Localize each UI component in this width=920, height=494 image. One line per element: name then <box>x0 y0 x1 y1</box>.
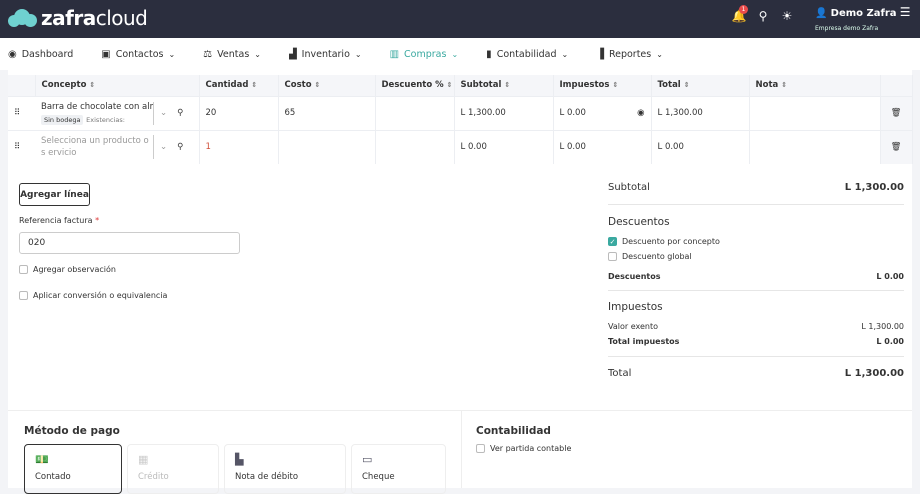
chevron-down-icon: ⌄ <box>451 49 459 59</box>
chevron-down-icon: ⌄ <box>656 49 663 59</box>
payment-method-section: Método de pago 💵 Contado ▦ Crédito ▙ Nota d… <box>8 410 461 494</box>
subtotal-value: L 0.00 <box>454 129 554 164</box>
calendar-icon: ▦ <box>138 453 149 466</box>
chevron-down-icon: ⌄ <box>168 49 176 59</box>
sun-icon[interactable]: ☀ <box>781 9 793 23</box>
total-value: L 1,300.00 <box>651 95 750 130</box>
concept-select[interactable]: Barra de chocolate con alme Sin bodega Ex… <box>35 95 200 130</box>
table-row: ⠿ Selecciona un producto o s ervicio ⌄ ⚲ 1… <box>8 129 913 164</box>
sales-icon: ⚖ <box>203 48 213 60</box>
payment-cheque[interactable]: ▭ Cheque <box>351 444 446 494</box>
menu-icon[interactable]: ☰ <box>899 5 911 19</box>
nav-item-compras[interactable]: ▥ Compras ⌄ <box>389 48 459 60</box>
column-header-subtotal[interactable]: Subtotal ⇕ <box>454 75 554 96</box>
search-icon[interactable]: ⚲ <box>177 142 184 153</box>
discount-input[interactable] <box>375 129 455 164</box>
sort-icon: ⇕ <box>251 81 258 90</box>
store-icon: ▥ <box>389 48 400 60</box>
sort-icon: ⇕ <box>314 81 321 90</box>
sort-icon: ⇕ <box>683 81 690 90</box>
main-nav: ◉ Dashboard ▣ Contactos ⌄ ⚖ Ventas ⌄ ▟ Inventario… <box>0 38 920 70</box>
cost-input[interactable]: 65 <box>278 95 376 130</box>
user-icon: 👤 <box>815 8 828 19</box>
eye-icon[interactable]: ◉ <box>637 108 645 118</box>
column-header-costo[interactable]: Costo ⇕ <box>278 75 376 96</box>
global-discount-checkbox[interactable]: Descuento global <box>608 252 904 261</box>
nav-item-reportes[interactable]: ▐ Reportes ⌄ <box>596 48 663 60</box>
sort-icon: ⇕ <box>612 81 619 90</box>
column-header-concepto[interactable]: Concepto ⇕ <box>35 75 200 96</box>
add-line-button[interactable]: Agregar línea <box>19 183 90 206</box>
logo[interactable]: zafra cloud <box>8 6 148 30</box>
subtotal-value: L 1,300.00 <box>454 95 554 130</box>
dashboard-icon: ◉ <box>8 48 17 60</box>
check-icon: ▭ <box>362 453 373 466</box>
payment-nota-debito[interactable]: ▙ Nota de débito <box>224 444 346 494</box>
items-card: Concepto ⇕ Cantidad ⇕ Costo ⇕ Descuento % ⇕ Subt… <box>8 70 913 410</box>
chart-icon: ▐ <box>596 48 604 60</box>
column-header-cantidad[interactable]: Cantidad ⇕ <box>199 75 279 96</box>
cost-input[interactable] <box>278 129 376 164</box>
notification-badge: 1 <box>739 5 748 14</box>
column-header-descuento-[interactable]: Descuento % ⇕ <box>375 75 455 96</box>
column-header-nota[interactable]: Nota ⇕ <box>749 75 881 96</box>
nav-item-dashboard[interactable]: ◉ Dashboard <box>8 48 74 60</box>
taxes-value: L 0.00 <box>553 129 652 164</box>
drag-handle-icon[interactable]: ⠿ <box>8 129 35 164</box>
bell-icon[interactable]: 🔔 1 <box>731 5 748 23</box>
accounting-section: Contabilidad Ver partida contable <box>461 410 912 488</box>
concept-select[interactable]: Selecciona un producto o s ervicio ⌄ ⚲ <box>35 129 200 164</box>
search-icon[interactable]: ⚲ <box>177 108 184 118</box>
inventory-icon: ▟ <box>288 48 297 60</box>
nav-item-inventario[interactable]: ▟ Inventario ⌄ <box>288 48 362 60</box>
total-value: L 0.00 <box>651 129 750 164</box>
column-header-impuestos[interactable]: Impuestos ⇕ <box>553 75 652 96</box>
quantity-input[interactable]: 20 <box>199 95 279 130</box>
payment-credito[interactable]: ▦ Crédito <box>127 444 219 494</box>
nav-item-contabilidad[interactable]: ▮ Contabilidad ⌄ <box>486 48 569 60</box>
table-row: ⠿ Barra de chocolate con alme Sin bodega … <box>8 95 913 130</box>
chevron-down-icon[interactable]: ⌄ <box>160 108 168 118</box>
conversion-checkbox[interactable]: Aplicar conversión o equivalencia <box>19 291 167 300</box>
cash-icon: 💵 <box>35 453 49 466</box>
note-textarea[interactable] <box>749 95 881 130</box>
view-accounting-entry-checkbox[interactable]: Ver partida contable <box>476 444 571 453</box>
quantity-input[interactable]: 1 <box>199 129 279 164</box>
contacts-icon: ▣ <box>101 48 111 60</box>
sort-icon: ⇕ <box>781 81 788 90</box>
items-table: Concepto ⇕ Cantidad ⇕ Costo ⇕ Descuento % ⇕ Subt… <box>8 75 913 164</box>
chevron-down-icon: ⌄ <box>561 49 569 59</box>
sort-icon: ⇕ <box>89 81 96 90</box>
discount-input[interactable] <box>375 95 455 130</box>
nav-item-contactos[interactable]: ▣ Contactos ⌄ <box>101 48 176 60</box>
file-icon: ▙ <box>235 453 244 466</box>
trash-icon[interactable]: 🗑 <box>880 95 913 130</box>
invoice-reference-input[interactable]: 020 <box>19 232 240 254</box>
add-observation-checkbox[interactable]: Agregar observación <box>19 265 116 274</box>
chevron-down-icon: ⌄ <box>354 49 362 59</box>
sort-icon: ⇕ <box>446 81 453 90</box>
trash-icon[interactable]: 🗑 <box>880 129 913 164</box>
sort-icon: ⇕ <box>504 81 511 90</box>
nav-item-ventas[interactable]: ⚖ Ventas ⌄ <box>203 48 261 60</box>
top-header: zafra cloud 🔔 1 ⚲ ☀ 👤 Demo Zafra ☰ Empresa… <box>0 0 920 38</box>
payment-contado[interactable]: 💵 Contado <box>24 444 122 494</box>
search-icon[interactable]: ⚲ <box>758 9 768 23</box>
chevron-down-icon[interactable]: ⌄ <box>160 142 168 153</box>
drag-handle-icon[interactable]: ⠿ <box>8 95 35 130</box>
cloud-icon <box>8 9 38 27</box>
column-header-total[interactable]: Total ⇕ <box>651 75 750 96</box>
user-menu[interactable]: 👤 Demo Zafra ☰ Empresa demo Zafra <box>815 5 911 32</box>
taxes-cell: L 0.00 ◉ <box>553 95 652 130</box>
note-textarea[interactable] <box>749 129 881 164</box>
discount-by-concept-checkbox[interactable]: ✓ Descuento por concepto <box>608 237 720 246</box>
calculator-icon: ▮ <box>486 48 492 60</box>
chevron-down-icon: ⌄ <box>254 49 261 59</box>
